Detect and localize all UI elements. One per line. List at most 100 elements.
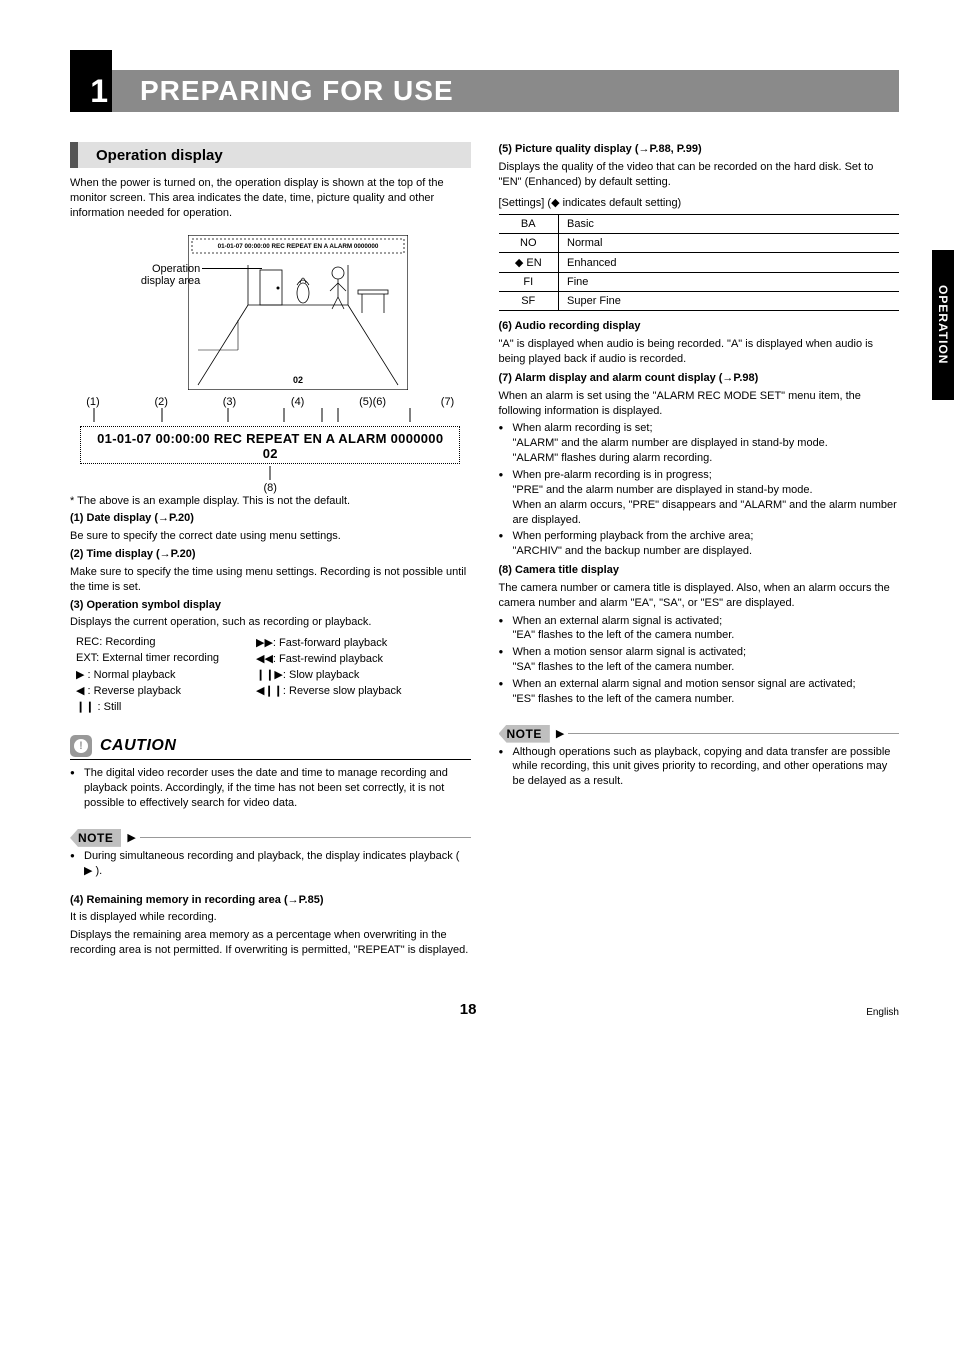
- item2-text: Make sure to specify the time using menu…: [70, 565, 471, 595]
- osd-cam-small: 02: [293, 375, 303, 385]
- item1-heading: (1) Date display (→P.20): [70, 511, 471, 526]
- caution-title: CAUTION: [100, 737, 176, 755]
- osd-large-line1: 01-01-07 00:00:00 REC REPEAT EN A ALARM …: [85, 431, 455, 446]
- callout-row-top: (1) (2) (3) (4) (5)(6) (7): [80, 396, 460, 408]
- sym-r1c0: EXT: External timer recording: [76, 652, 246, 665]
- setting-code: SF: [499, 292, 559, 311]
- op-label-2: display area: [141, 275, 200, 287]
- caution-icon: !: [70, 735, 92, 757]
- table-row: NONormal: [499, 234, 900, 253]
- note1-bullet: During simultaneous recording and playba…: [70, 849, 471, 879]
- list-subline: "ES" flashes to the left of the camera n…: [513, 692, 900, 707]
- section-title: Operation display: [96, 143, 223, 168]
- sym-r1c1: ◀◀: Fast-rewind playback: [256, 652, 456, 665]
- footer-language: English: [866, 1007, 899, 1018]
- item4-heading: (4) Remaining memory in recording area (…: [70, 893, 471, 908]
- setting-label: Normal: [559, 234, 900, 253]
- table-row: FIFine: [499, 273, 900, 292]
- callout-4: (4): [291, 396, 304, 408]
- item5-text: Displays the quality of the video that c…: [499, 160, 900, 190]
- item8-heading: (8) Camera title display: [499, 563, 900, 578]
- list-subline: "PRE" and the alarm number are displayed…: [513, 483, 900, 498]
- callout-1: (1): [86, 396, 99, 408]
- chapter-number: 1: [70, 50, 112, 112]
- list-subline: "ARCHIV" and the backup number are displ…: [513, 544, 900, 559]
- list-item: When an external alarm signal and motion…: [499, 677, 900, 707]
- setting-label: Enhanced: [559, 253, 900, 273]
- list-subline: "SA" flashes to the left of the camera n…: [513, 660, 900, 675]
- sym-r3c0: ◀ : Reverse playback: [76, 684, 246, 697]
- list-item: When performing playback from the archiv…: [499, 529, 900, 559]
- page-content: 1 PREPARING FOR USE Operation display Wh…: [0, 0, 954, 1058]
- item8-text: The camera number or camera title is dis…: [499, 581, 900, 611]
- sym-r3c1: ◀❙❙: Reverse slow playback: [256, 684, 456, 697]
- note1-header: NOTE ▶: [70, 829, 471, 847]
- sym-r4c1: [256, 700, 456, 713]
- item7-heading: (7) Alarm display and alarm count displa…: [499, 371, 900, 386]
- section-heading: Operation display: [70, 142, 471, 168]
- list-subline: "ALARM" flashes during alarm recording.: [513, 451, 900, 466]
- sym-r2c1: ❙❙▶: Slow playback: [256, 668, 456, 681]
- setting-label: Super Fine: [559, 292, 900, 311]
- sym-r4c0: ❙❙ : Still: [76, 700, 246, 713]
- callout-2: (2): [154, 396, 167, 408]
- osd-large-line2: 02: [85, 446, 455, 461]
- item8-list: When an external alarm signal is activat…: [499, 614, 900, 707]
- list-subline: "EA" flashes to the left of the camera n…: [513, 628, 900, 643]
- note2-bullet: Although operations such as playback, co…: [499, 745, 900, 790]
- table-row: ◆ ENEnhanced: [499, 253, 900, 273]
- settings-label: [Settings] (◆ indicates default setting): [499, 196, 900, 211]
- setting-label: Basic: [559, 215, 900, 234]
- osd-small-text: 01-01-07 00:00:00 REC REPEAT EN A ALARM …: [218, 243, 379, 250]
- list-subline: When an alarm occurs, "PRE" disappears a…: [513, 498, 900, 528]
- page-footer: 18 English: [70, 1001, 899, 1018]
- left-column: Operation display When the power is turn…: [70, 142, 471, 961]
- chapter-title: PREPARING FOR USE: [112, 70, 454, 112]
- sym-r0c0: REC: Recording: [76, 636, 246, 649]
- right-column: (5) Picture quality display (→P.88, P.99…: [499, 142, 900, 961]
- list-item: When pre-alarm recording is in progress;…: [499, 468, 900, 527]
- item6-heading: (6) Audio recording display: [499, 319, 900, 334]
- settings-table: BABasicNONormal◆ ENEnhancedFIFineSFSuper…: [499, 214, 900, 311]
- callout-7: (7): [441, 396, 454, 408]
- callout-56: (5)(6): [359, 396, 386, 408]
- op-label-1: Operation: [152, 263, 200, 275]
- list-subline: "ALARM" and the alarm number are display…: [513, 436, 900, 451]
- sym-r0c1: ▶▶: Fast-forward playback: [256, 636, 456, 649]
- setting-code: NO: [499, 234, 559, 253]
- caution-header: ! CAUTION: [70, 735, 471, 757]
- item3-heading: (3) Operation symbol display: [70, 598, 471, 613]
- item4-text2: Displays the remaining area memory as a …: [70, 928, 471, 958]
- sym-r2c0: ▶ : Normal playback: [76, 668, 246, 681]
- setting-code: ◆ EN: [499, 253, 559, 273]
- item6-text: "A" is displayed when audio is being rec…: [499, 337, 900, 367]
- list-item: When a motion sensor alarm signal is act…: [499, 645, 900, 675]
- osd-large: 01-01-07 00:00:00 REC REPEAT EN A ALARM …: [80, 426, 460, 464]
- item2-heading: (2) Time display (→P.20): [70, 547, 471, 562]
- operation-display-diagram: Operation display area 01-01-07 00:00:00…: [100, 235, 440, 390]
- setting-code: BA: [499, 215, 559, 234]
- page-number: 18: [460, 1001, 477, 1018]
- item3-text: Displays the current operation, such as …: [70, 615, 471, 630]
- example-note: * The above is an example display. This …: [70, 494, 471, 509]
- intro-paragraph: When the power is turned on, the operati…: [70, 176, 471, 221]
- monitor-illustration: 01-01-07 00:00:00 REC REPEAT EN A ALARM …: [188, 235, 408, 390]
- note1-label: NOTE: [70, 829, 121, 847]
- chapter-header: 1 PREPARING FOR USE: [70, 70, 899, 112]
- callout-8: (8): [70, 482, 471, 494]
- setting-code: FI: [499, 273, 559, 292]
- table-row: BABasic: [499, 215, 900, 234]
- item4-text1: It is displayed while recording.: [70, 910, 471, 925]
- item1-text: Be sure to specify the correct date usin…: [70, 529, 471, 544]
- list-item: When an external alarm signal is activat…: [499, 614, 900, 644]
- note2-label: NOTE: [499, 725, 550, 743]
- symbol-grid: REC: Recording ▶▶: Fast-forward playback…: [70, 636, 471, 713]
- list-item: When alarm recording is set;"ALARM" and …: [499, 421, 900, 466]
- table-row: SFSuper Fine: [499, 292, 900, 311]
- note2-header: NOTE ▶: [499, 725, 900, 743]
- item7-text: When an alarm is set using the "ALARM RE…: [499, 389, 900, 419]
- callout-3: (3): [223, 396, 236, 408]
- caution-bullet: The digital video recorder uses the date…: [70, 766, 471, 811]
- setting-label: Fine: [559, 273, 900, 292]
- item7-list: When alarm recording is set;"ALARM" and …: [499, 421, 900, 559]
